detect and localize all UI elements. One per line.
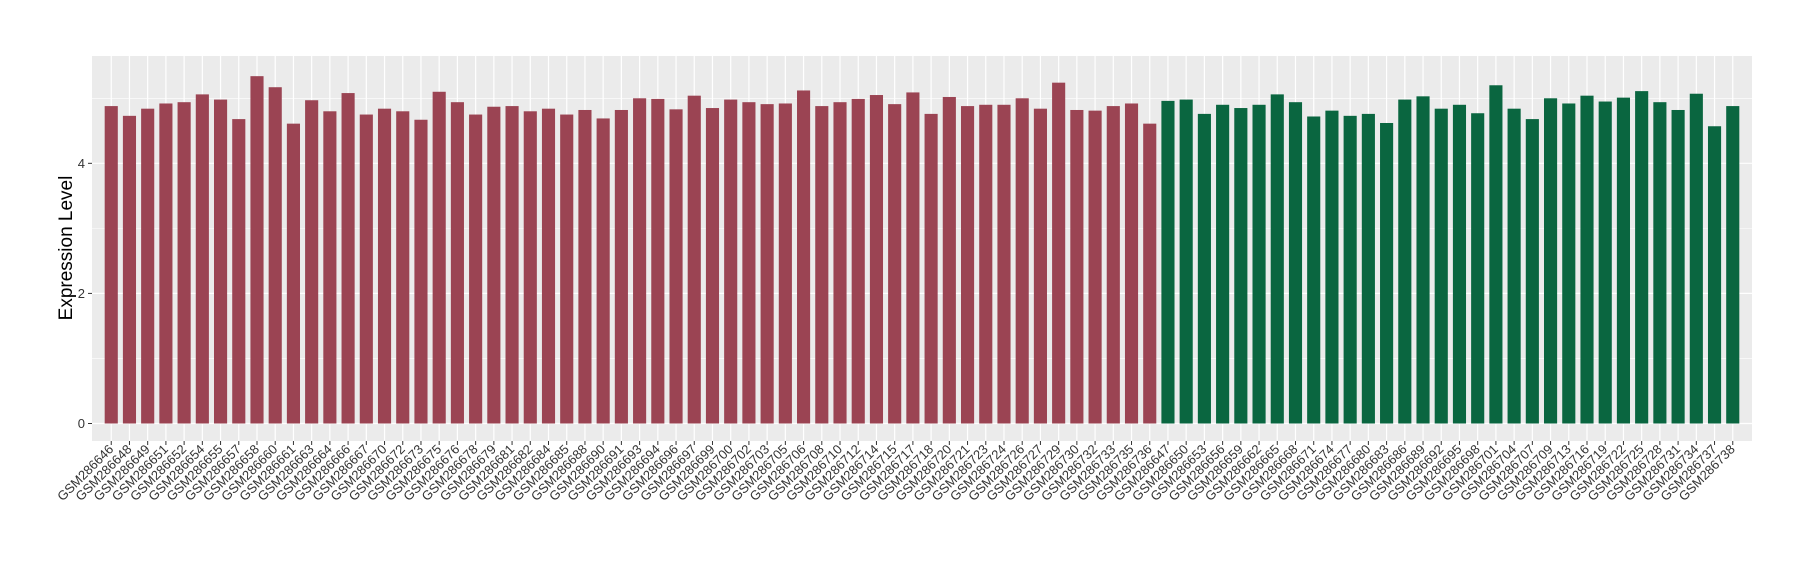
bar-GSM286708 (815, 106, 829, 424)
x-axis: GSM286646GSM286648GSM286649GSM286651GSM2… (54, 441, 1738, 504)
bar-GSM286680 (1361, 113, 1375, 424)
bar-GSM286651 (159, 103, 173, 424)
bar-GSM286646 (104, 106, 118, 424)
bar-GSM286686 (1398, 99, 1412, 424)
y-tick-label: 4 (78, 156, 85, 171)
bar-GSM286647 (1161, 100, 1175, 424)
bar-GSM286704 (1507, 108, 1521, 424)
bar-GSM286733 (1106, 106, 1120, 424)
bar-GSM286650 (1179, 99, 1193, 424)
bar-GSM286673 (414, 119, 428, 424)
bar-GSM286678 (469, 114, 483, 424)
bar-GSM286728 (1653, 102, 1667, 424)
bar-GSM286735 (1124, 103, 1139, 424)
bar-GSM286707 (1525, 119, 1539, 424)
bar-GSM286676 (450, 102, 464, 424)
bar-GSM286657 (232, 119, 246, 424)
bar-GSM286656 (1216, 104, 1230, 424)
bar-GSM286694 (651, 98, 665, 424)
bar-GSM286679 (487, 106, 501, 424)
bar-GSM286695 (1452, 104, 1467, 424)
bar-GSM286723 (979, 104, 993, 424)
bar-GSM286655 (213, 99, 228, 424)
bar-GSM286661 (286, 123, 300, 424)
bar-GSM286703 (760, 104, 774, 424)
bar-GSM286698 (1471, 113, 1485, 424)
bar-GSM286717 (906, 92, 920, 424)
bar-GSM286737 (1707, 126, 1722, 424)
bar-GSM286710 (833, 102, 847, 424)
bar-GSM286671 (1307, 116, 1321, 424)
bar-GSM286653 (1197, 113, 1211, 424)
bar-GSM286649 (141, 108, 155, 424)
bar-GSM286654 (195, 94, 209, 424)
bar-GSM286674 (1325, 110, 1339, 424)
bar-GSM286701 (1489, 85, 1503, 424)
bar-GSM286662 (1252, 104, 1266, 424)
bar-GSM286658 (250, 76, 264, 424)
bar-GSM286666 (341, 93, 355, 424)
bar-GSM286726 (1015, 98, 1029, 424)
bar-GSM286718 (924, 113, 938, 424)
bar-GSM286730 (1070, 109, 1084, 424)
bar-GSM286667 (359, 114, 373, 424)
bar-GSM286725 (1635, 91, 1649, 424)
bar-GSM286660 (268, 87, 282, 424)
bar-GSM286732 (1088, 110, 1102, 424)
bar-GSM286709 (1544, 98, 1558, 424)
bar-GSM286665 (1270, 94, 1284, 424)
bar-GSM286715 (888, 104, 902, 424)
bar-GSM286697 (687, 95, 701, 424)
bar-GSM286713 (1562, 103, 1576, 424)
bar-GSM286691 (614, 109, 628, 424)
y-axis-title: Expression Level (56, 176, 77, 321)
bars (104, 76, 1740, 424)
bar-GSM286677 (1343, 115, 1357, 424)
bar-GSM286738 (1726, 106, 1740, 424)
y-tick-label: 2 (78, 286, 85, 301)
bar-GSM286719 (1598, 101, 1612, 424)
bar-GSM286670 (377, 108, 392, 424)
bar-GSM286652 (177, 102, 191, 424)
bar-GSM286648 (122, 115, 137, 424)
bar-GSM286736 (1143, 123, 1157, 424)
bar-GSM286689 (1416, 96, 1430, 424)
bar-GSM286681 (505, 106, 519, 424)
bar-GSM286721 (960, 106, 975, 424)
bar-GSM286722 (1616, 97, 1631, 424)
bar-GSM286692 (1434, 108, 1448, 424)
bar-GSM286682 (523, 111, 537, 424)
bar-GSM286672 (396, 111, 410, 424)
bar-GSM286727 (1033, 108, 1047, 424)
bar-GSM286683 (1380, 122, 1394, 424)
bar-GSM286696 (669, 109, 683, 424)
bar-GSM286664 (323, 111, 337, 424)
bar-GSM286668 (1288, 102, 1303, 424)
bar-GSM286734 (1689, 93, 1703, 424)
bar-GSM286688 (578, 109, 592, 424)
bar-GSM286731 (1671, 109, 1685, 424)
bar-GSM286712 (851, 98, 865, 424)
bar-GSM286693 (633, 98, 647, 424)
bar-GSM286659 (1234, 108, 1248, 424)
bar-GSM286716 (1580, 95, 1594, 424)
bar-GSM286700 (724, 99, 738, 424)
bar-GSM286684 (541, 108, 556, 424)
bar-GSM286699 (705, 108, 720, 424)
bar-GSM286705 (778, 103, 792, 424)
bar-GSM286675 (432, 91, 446, 424)
y-axis: 0 2 4 (78, 156, 92, 431)
plot-panel (92, 56, 1752, 441)
y-tick-label: 0 (78, 416, 85, 431)
bar-GSM286685 (560, 114, 574, 424)
bar-GSM286729 (1052, 82, 1066, 424)
bar-GSM286724 (997, 104, 1011, 424)
bar-GSM286663 (305, 100, 319, 424)
bar-GSM286690 (596, 118, 610, 424)
bar-GSM286702 (742, 102, 756, 424)
bar-GSM286714 (869, 95, 884, 424)
bar-GSM286706 (797, 90, 811, 424)
bar-GSM286720 (942, 96, 956, 424)
